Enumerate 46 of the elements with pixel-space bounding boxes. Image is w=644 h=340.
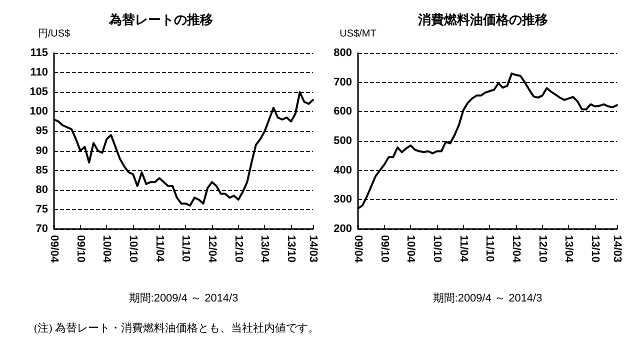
x-tick-label: 09/10 bbox=[74, 235, 86, 263]
x-tick-label: 11/04 bbox=[457, 235, 470, 263]
x-tick-label: 12/10 bbox=[536, 235, 548, 263]
y-tick-label: 500 bbox=[334, 135, 352, 147]
chart-title: 消費燃料油価格の推移 bbox=[417, 12, 548, 27]
y-tick-label: 75 bbox=[36, 203, 48, 216]
x-tick-label: 10/10 bbox=[431, 235, 444, 263]
x-tick-label: 11/10 bbox=[484, 235, 496, 262]
y-tick-label: 700 bbox=[334, 76, 352, 88]
text: (注) 為替レート・消費燃料油価格とも、当社社内値です。 bbox=[34, 322, 320, 334]
chart-title: 為替レートの推移 bbox=[108, 12, 213, 27]
x-tick-label: 13/04 bbox=[258, 235, 271, 264]
y-tick-label: 95 bbox=[36, 125, 48, 138]
x-tick-label: 13/10 bbox=[285, 235, 298, 263]
y-tick-label: 70 bbox=[36, 223, 48, 235]
y-axis-title: US$/MT bbox=[340, 28, 376, 40]
y-tick-label: 400 bbox=[334, 164, 352, 176]
y-tick-label: 800 bbox=[334, 47, 352, 59]
x-tick-label: 12/04 bbox=[206, 235, 218, 264]
x-tick-label: 09/04 bbox=[48, 235, 60, 264]
x-axis-title: 期間:2009/4 ～ 2014/3 bbox=[432, 292, 542, 304]
y-tick-label: 100 bbox=[30, 106, 48, 118]
x-tick-label: 12/04 bbox=[510, 235, 522, 264]
x-tick-label: 10/10 bbox=[127, 235, 140, 263]
y-tick-label: 115 bbox=[30, 47, 48, 59]
y-tick-label: 600 bbox=[334, 106, 352, 118]
y-tick-label: 90 bbox=[36, 144, 48, 157]
y-tick-label: 300 bbox=[334, 194, 352, 206]
y-tick-label: 80 bbox=[36, 184, 48, 196]
x-tick-label: 12/10 bbox=[232, 235, 244, 263]
x-tick-label: 11/10 bbox=[180, 235, 192, 262]
y-axis-title: 円/US$ bbox=[38, 28, 71, 40]
y-tick-label: 200 bbox=[334, 223, 352, 235]
x-tick-label: 13/10 bbox=[589, 235, 602, 263]
y-tick-label: 110 bbox=[30, 66, 48, 79]
x-tick-label: 09/10 bbox=[378, 235, 390, 263]
y-tick-label: 85 bbox=[36, 164, 48, 176]
x-tick-label: 10/04 bbox=[404, 235, 417, 264]
x-tick-label: 11/04 bbox=[153, 235, 166, 263]
y-tick-label: 105 bbox=[30, 86, 48, 98]
x-tick-label: 13/04 bbox=[562, 235, 575, 264]
x-tick-label: 14/03 bbox=[307, 235, 319, 263]
x-tick-label: 09/04 bbox=[352, 235, 364, 264]
x-tick-label: 10/04 bbox=[100, 235, 113, 264]
x-tick-label: 14/03 bbox=[611, 235, 623, 263]
x-axis-title: 期間:2009/4 ～ 2014/3 bbox=[128, 292, 238, 304]
